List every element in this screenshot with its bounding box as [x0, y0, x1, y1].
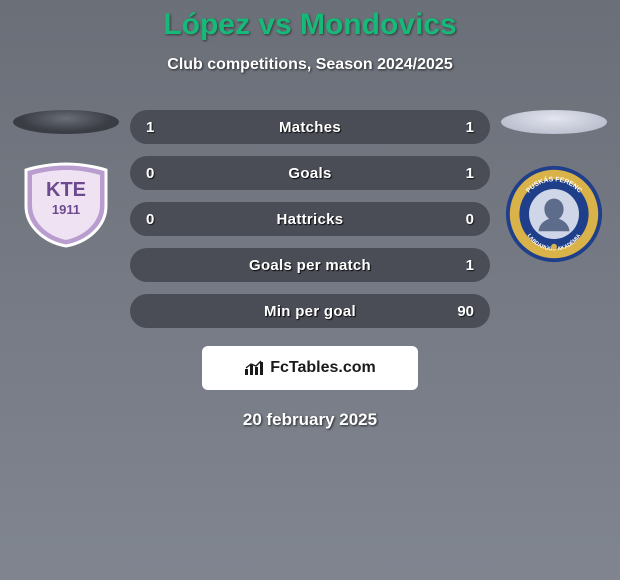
kte-label: KTE	[46, 179, 86, 201]
stat-label: Hattricks	[277, 211, 344, 228]
stat-label: Goals per match	[249, 257, 371, 274]
stats-table: 1 Matches 1 0 Goals 1 0 Hattricks 0 Goals per mat…	[130, 110, 490, 328]
comparison-card: López vs Mondovics Club competitions, Se…	[0, 0, 620, 580]
right-player-side: PUSKÁS FERENC LABDARÚGÓ AKADÉMIA	[500, 110, 608, 266]
stat-right-value: 0	[426, 211, 474, 228]
date-label: 20 february 2025	[0, 410, 620, 430]
stat-label: Goals	[288, 165, 331, 182]
left-player-avatar	[13, 110, 119, 134]
stat-right-value: 1	[426, 257, 474, 274]
stat-row: 1 Matches 1	[130, 110, 490, 144]
comparison-grid: KTE 1911 1 Matches 1 0 Goals 1 0 Hattricks 0 Goal…	[0, 110, 620, 328]
stat-right-value: 1	[426, 165, 474, 182]
page-title: López vs Mondovics	[0, 8, 620, 42]
stat-left-value: 0	[146, 211, 194, 228]
stat-left-value: 1	[146, 119, 194, 136]
right-player-avatar	[501, 110, 607, 134]
stat-left-value: 0	[146, 165, 194, 182]
stat-label: Matches	[279, 119, 341, 136]
stat-right-value: 1	[426, 119, 474, 136]
bars-icon	[244, 360, 264, 376]
subtitle: Club competitions, Season 2024/2025	[0, 56, 620, 74]
stat-row: 0 Goals 1	[130, 156, 490, 190]
stat-row: 0 Hattricks 0	[130, 202, 490, 236]
left-player-side: KTE 1911	[12, 110, 120, 248]
left-club-badge-kte: KTE 1911	[16, 162, 116, 248]
stat-right-value: 90	[426, 303, 474, 320]
fctables-watermark: FcTables.com	[202, 346, 418, 390]
fctables-label: FcTables.com	[270, 359, 376, 377]
right-club-badge-puskas: PUSKÁS FERENC LABDARÚGÓ AKADÉMIA	[504, 162, 604, 266]
stat-label: Min per goal	[264, 303, 356, 320]
stat-row: Min per goal 90	[130, 294, 490, 328]
kte-year: 1911	[52, 202, 80, 217]
stat-row: Goals per match 1	[130, 248, 490, 282]
